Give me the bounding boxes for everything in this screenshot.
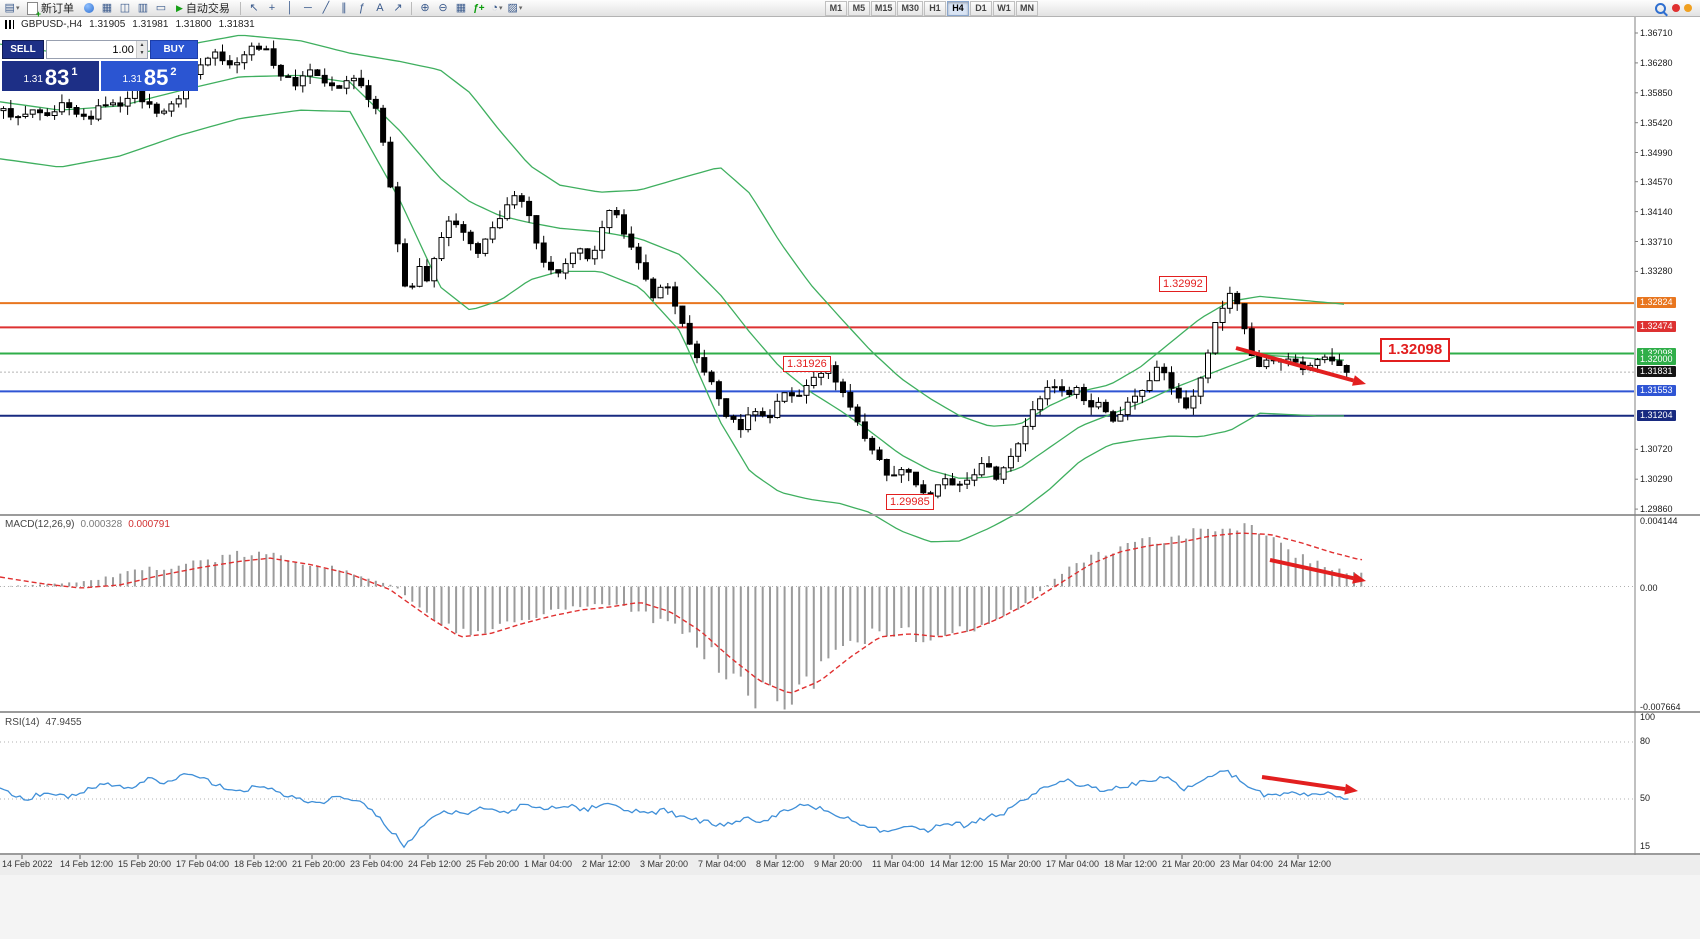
main-toolbar: ▤▾ 新订单 ▦ ◫ ▥ ▭ ▶ 自动交易 ↖ + │ ─ ╱ ∥ ƒ A ↗ … (0, 0, 1700, 19)
fibonacci-icon[interactable]: ƒ (358, 1, 365, 14)
rsi-value: 47.9455 (45, 717, 82, 728)
horizontal-line-icon[interactable]: ─ (304, 1, 312, 14)
bid-price-big: 83 (44, 65, 70, 90)
trendline-icon[interactable]: ╱ (322, 1, 330, 14)
volume-spinner: ▲ ▼ (135, 41, 147, 58)
ask-price-pipette: 2 (170, 66, 177, 78)
terminal-icon[interactable]: ▭ (155, 1, 167, 14)
profiles-icon[interactable] (81, 1, 97, 16)
navigator-icon[interactable]: ▥ (137, 1, 149, 14)
zoom-out-icon[interactable]: ⊖ (438, 1, 448, 14)
timeframe-button-w1[interactable]: W1 (992, 0, 1015, 16)
vertical-line-icon[interactable]: │ (286, 1, 294, 14)
close-value: 1.31831 (218, 19, 255, 30)
toolbar-separator (410, 1, 412, 15)
new-chart-icon[interactable]: ▤ ▾ (4, 1, 20, 14)
macd-name: MACD(12,26,9) (5, 519, 75, 530)
timeframes-toolbar: M1 M5 M15 M30 H1 H4 D1 W1 MN (824, 0, 1038, 16)
order-document-icon (27, 1, 41, 19)
data-window-icon[interactable]: ◫ (119, 1, 131, 14)
rsi-header: RSI(14) 47.9455 (5, 717, 82, 728)
new-order-label: 新订单 (41, 3, 74, 15)
tile-windows-icon[interactable]: ▦ (455, 1, 467, 14)
volume-input[interactable] (47, 41, 136, 58)
candle-chart-icon (5, 20, 14, 29)
bid-price-pipette: 1 (71, 66, 78, 78)
chevron-down-icon: ▾ (498, 4, 503, 12)
ask-price-big: 85 (143, 65, 169, 90)
volume-down-button[interactable]: ▼ (136, 49, 147, 58)
periods-icon[interactable]: ◔ ▾ (491, 1, 503, 14)
rsi-name: RSI(14) (5, 717, 40, 728)
timeframe-button-m1[interactable]: M1 (824, 0, 847, 16)
bid-quote-panel[interactable]: 1.31 83 1 (2, 61, 99, 91)
play-icon: ▶ (176, 2, 183, 13)
ask-price-head: 1.31 (122, 74, 142, 85)
autotrade-label: 自动交易 (185, 3, 230, 15)
bid-price-head: 1.31 (23, 74, 43, 85)
ask-quote-panel[interactable]: 1.31 85 2 (101, 61, 198, 91)
volume-up-button[interactable]: ▲ (136, 41, 147, 50)
indicators-icon[interactable]: ƒ+ (473, 2, 485, 14)
market-watch-icon[interactable]: ▦ (101, 1, 113, 14)
toolbar-right-group (1652, 1, 1696, 16)
arrow-object-icon[interactable]: ↗ (393, 1, 403, 14)
toolbar-separator (239, 1, 241, 15)
timeframe-button-m15[interactable]: M15 (870, 0, 897, 16)
timeframe-button-m5[interactable]: M5 (847, 0, 870, 16)
chart-title: GBPUSD-,H4 1.31905 1.31981 1.31800 1.318… (5, 19, 255, 30)
timeframe-button-mn[interactable]: MN (1015, 0, 1038, 16)
new-order-button[interactable]: 新订单 (22, 1, 79, 19)
chevron-down-icon: ▾ (518, 4, 523, 12)
zoom-in-icon[interactable]: ⊕ (420, 1, 430, 14)
timeframe-button-h4[interactable]: H4 (946, 0, 969, 16)
channel-icon[interactable]: ∥ (341, 1, 347, 14)
timeframe-button-d1[interactable]: D1 (969, 0, 992, 16)
text-label-icon[interactable]: A (376, 1, 384, 14)
timeframe-button-h1[interactable]: H1 (923, 0, 946, 16)
one-click-trading-panel: SELL ▲ ▼ BUY 1.31 83 1 1.31 85 2 (2, 40, 198, 91)
macd-signal-value: 0.000791 (128, 519, 170, 530)
macd-header: MACD(12,26,9) 0.000328 0.000791 (5, 519, 170, 530)
autotrade-button[interactable]: ▶ 自动交易 (171, 1, 235, 16)
symbol-period-label: GBPUSD-,H4 (21, 19, 83, 30)
macd-main-value: 0.000328 (80, 519, 123, 530)
low-value: 1.31800 (175, 19, 212, 30)
timeframe-button-m30[interactable]: M30 (897, 0, 923, 16)
templates-icon[interactable]: ▨ ▾ (507, 1, 523, 14)
sell-button[interactable]: SELL (2, 40, 44, 59)
buy-button[interactable]: BUY (150, 40, 198, 59)
notification-dot-orange[interactable] (1684, 4, 1692, 12)
crosshair-icon[interactable]: + (268, 1, 276, 14)
notification-dot-red[interactable] (1672, 4, 1680, 12)
chevron-down-icon: ▾ (15, 4, 20, 12)
open-value: 1.31905 (89, 19, 126, 30)
high-value: 1.31981 (132, 19, 169, 30)
search-icon[interactable] (1652, 1, 1668, 16)
cursor-icon[interactable]: ↖ (249, 1, 259, 14)
volume-box: ▲ ▼ (46, 40, 148, 59)
